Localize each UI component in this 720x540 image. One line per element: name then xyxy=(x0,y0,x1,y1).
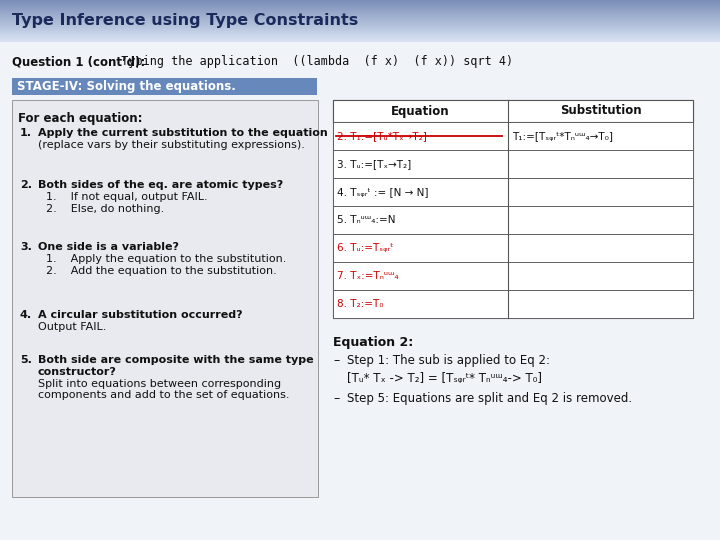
Bar xyxy=(0,2,720,3)
Bar xyxy=(0,36,720,37)
Text: 7. Tₓ:=Tₙᵘᵚ₄: 7. Tₓ:=Tₙᵘᵚ₄ xyxy=(337,271,399,281)
Bar xyxy=(0,30,720,31)
Text: Step 5: Equations are split and Eq 2 is removed.: Step 5: Equations are split and Eq 2 is … xyxy=(347,392,632,405)
Bar xyxy=(333,100,693,318)
Bar xyxy=(333,122,693,150)
Bar xyxy=(0,12,720,13)
Text: Equation: Equation xyxy=(391,105,450,118)
Bar xyxy=(0,28,720,29)
Bar xyxy=(12,100,318,497)
Bar xyxy=(0,37,720,38)
Text: –: – xyxy=(333,392,339,405)
Text: 8. T₂:=T₀: 8. T₂:=T₀ xyxy=(337,299,384,309)
Text: T₁:=[Tₛᵩᵣᵗ*Tₙᵘᵚ₄→T₀]: T₁:=[Tₛᵩᵣᵗ*Tₙᵘᵚ₄→T₀] xyxy=(512,131,613,141)
Text: 3. Tᵤ:=[Tₓ→T₂]: 3. Tᵤ:=[Tₓ→T₂] xyxy=(337,159,411,169)
Bar xyxy=(0,20,720,21)
Bar xyxy=(0,25,720,26)
Text: 1.    Apply the equation to the substitution.: 1. Apply the equation to the substitutio… xyxy=(46,254,287,264)
Bar xyxy=(0,23,720,24)
Bar xyxy=(333,178,693,206)
Bar xyxy=(0,35,720,36)
Text: Equation 2:: Equation 2: xyxy=(333,336,413,349)
Text: Both side are composite with the same type: Both side are composite with the same ty… xyxy=(38,355,314,365)
Bar xyxy=(0,8,720,9)
Text: 2. T₁:=[Tᵤ*Tₓ→T₂]: 2. T₁:=[Tᵤ*Tₓ→T₂] xyxy=(337,131,427,141)
Bar xyxy=(0,6,720,7)
Bar xyxy=(333,262,693,290)
Text: 1.    If not equal, output FAIL.: 1. If not equal, output FAIL. xyxy=(46,192,207,202)
Bar xyxy=(0,0,720,1)
Bar xyxy=(0,14,720,15)
Text: Question 1 (cont’d):: Question 1 (cont’d): xyxy=(12,56,145,69)
Bar xyxy=(0,41,720,42)
Text: –: – xyxy=(333,354,339,367)
Bar xyxy=(333,206,693,234)
Text: 1.: 1. xyxy=(20,128,32,138)
Bar xyxy=(0,13,720,14)
Text: 5.: 5. xyxy=(20,355,32,365)
Text: Both sides of the eq. are atomic types?: Both sides of the eq. are atomic types? xyxy=(38,180,283,190)
Bar xyxy=(333,100,693,122)
Bar xyxy=(333,234,693,262)
Text: Split into equations between corresponding: Split into equations between correspondi… xyxy=(38,379,281,389)
Bar xyxy=(0,7,720,8)
Text: (replace vars by their substituting expressions).: (replace vars by their substituting expr… xyxy=(38,140,305,150)
Bar xyxy=(0,39,720,40)
Text: Typing the application  ((lambda  (f x)  (f x)) sqrt 4): Typing the application ((lambda (f x) (f… xyxy=(107,56,513,69)
Bar xyxy=(0,27,720,28)
Text: 2.: 2. xyxy=(20,180,32,190)
Text: Step 1: The sub is applied to Eq 2:: Step 1: The sub is applied to Eq 2: xyxy=(347,354,550,367)
Text: [Tᵤ* Tₓ -> T₂] = [Tₛᵩᵣᵗ* Tₙᵘᵚ₄-> T₀]: [Tᵤ* Tₓ -> T₂] = [Tₛᵩᵣᵗ* Tₙᵘᵚ₄-> T₀] xyxy=(347,372,542,385)
Bar xyxy=(0,16,720,17)
Bar xyxy=(0,3,720,4)
Bar xyxy=(0,17,720,18)
Text: STAGE-IV: Solving the equations.: STAGE-IV: Solving the equations. xyxy=(17,80,236,93)
Bar xyxy=(0,22,720,23)
Bar xyxy=(0,40,720,41)
Text: 2.    Else, do nothing.: 2. Else, do nothing. xyxy=(46,204,164,214)
Bar xyxy=(0,19,720,20)
Bar xyxy=(0,5,720,6)
Bar xyxy=(12,78,317,95)
Bar xyxy=(333,290,693,318)
Bar xyxy=(0,34,720,35)
Text: constructor?: constructor? xyxy=(38,367,117,377)
Text: Apply the current substitution to the equation: Apply the current substitution to the eq… xyxy=(38,128,328,138)
Bar xyxy=(0,38,720,39)
Bar xyxy=(0,21,720,22)
Bar xyxy=(0,9,720,10)
Bar xyxy=(333,150,693,178)
Bar xyxy=(0,1,720,2)
Bar xyxy=(0,26,720,27)
Bar xyxy=(0,15,720,16)
Bar xyxy=(0,24,720,25)
Bar xyxy=(0,18,720,19)
Text: 4. Tₛᵩᵣᵗ := [N → N]: 4. Tₛᵩᵣᵗ := [N → N] xyxy=(337,187,428,197)
Bar xyxy=(0,11,720,12)
Text: One side is a variable?: One side is a variable? xyxy=(38,242,179,252)
Text: Output FAIL.: Output FAIL. xyxy=(38,322,107,332)
Text: 4.: 4. xyxy=(20,310,32,320)
Text: components and add to the set of equations.: components and add to the set of equatio… xyxy=(38,390,289,400)
Text: 6. Tᵤ:=Tₛᵩᵣᵗ: 6. Tᵤ:=Tₛᵩᵣᵗ xyxy=(337,243,393,253)
Text: Substitution: Substitution xyxy=(559,105,642,118)
Text: For each equation:: For each equation: xyxy=(18,112,143,125)
Bar xyxy=(0,29,720,30)
Text: 2.    Add the equation to the substitution.: 2. Add the equation to the substitution. xyxy=(46,266,276,276)
Bar xyxy=(0,10,720,11)
Text: 5. Tₙᵘᵚ₄:=N: 5. Tₙᵘᵚ₄:=N xyxy=(337,215,395,225)
Text: 3.: 3. xyxy=(20,242,32,252)
Text: A circular substitution occurred?: A circular substitution occurred? xyxy=(38,310,243,320)
Bar xyxy=(0,33,720,34)
Text: Type Inference using Type Constraints: Type Inference using Type Constraints xyxy=(12,14,359,29)
Bar xyxy=(0,32,720,33)
Bar xyxy=(0,4,720,5)
Bar xyxy=(0,31,720,32)
